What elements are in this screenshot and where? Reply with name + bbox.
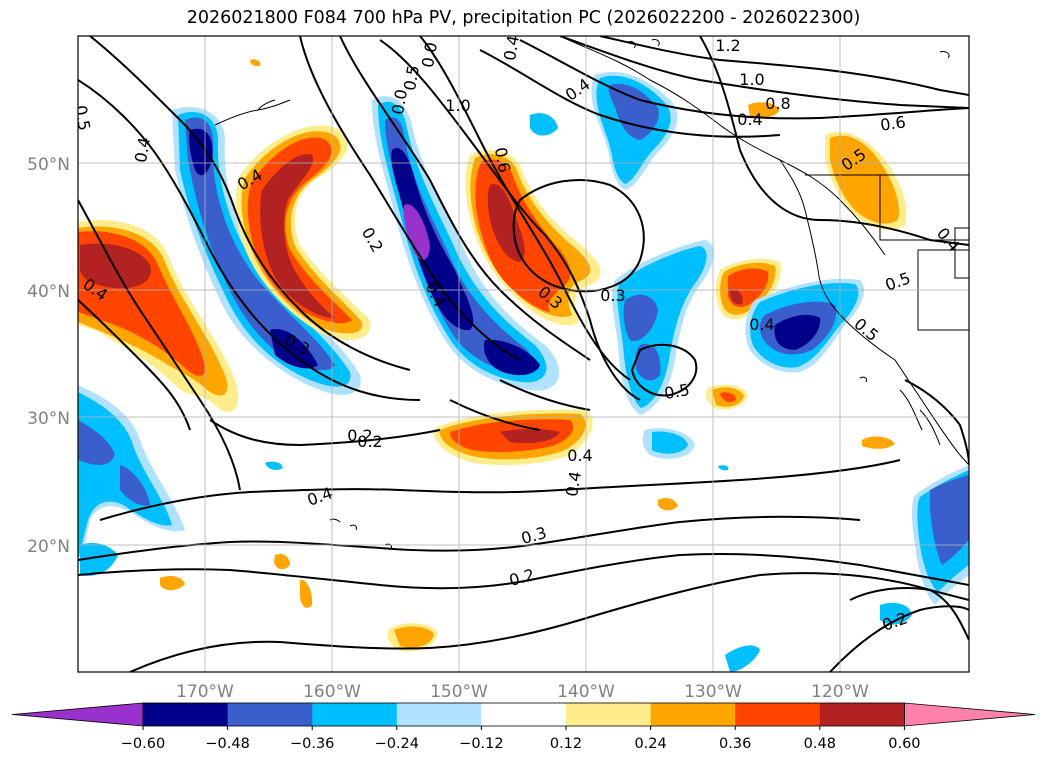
colorbar-tick-label: 0.60 bbox=[888, 736, 920, 752]
lon-label: 170°W bbox=[176, 682, 234, 702]
contour-label: 0.3 bbox=[600, 286, 625, 305]
contour-label: 0.4 bbox=[737, 110, 762, 129]
colorbar-tick-label: −0.36 bbox=[290, 736, 334, 752]
latitude-labels: 50°N 40°N 30°N 20°N bbox=[27, 155, 70, 557]
contour-label: 0.4 bbox=[131, 136, 154, 164]
lon-label: 140°W bbox=[557, 682, 615, 702]
colorbar-extend-max bbox=[904, 702, 1036, 727]
colorbar-tick-label: −0.24 bbox=[375, 736, 419, 752]
colorbar-segment bbox=[481, 703, 567, 726]
contour-label: 0.2 bbox=[347, 426, 372, 445]
contour-label: 0.8 bbox=[765, 94, 790, 113]
lat-label: 30°N bbox=[27, 409, 70, 429]
contour-label: 0.6 bbox=[491, 146, 514, 174]
colorbar-segment bbox=[566, 703, 652, 726]
colorbar-tick-label: 0.36 bbox=[719, 736, 751, 752]
colorbar-segment bbox=[227, 703, 313, 726]
colorbar-tick-label: −0.12 bbox=[459, 736, 503, 752]
contour-label: 1.0 bbox=[739, 70, 764, 89]
contour-label: 0.4 bbox=[500, 34, 523, 62]
contour-label: 0.5 bbox=[71, 104, 94, 132]
colorbar-tick-label: 0.12 bbox=[550, 736, 582, 752]
pv-contours bbox=[78, 36, 969, 672]
colorbar: −0.60 −0.48 −0.36 −0.24 −0.12 0.12 0.24 0.36 0.4… bbox=[11, 702, 1036, 752]
colorbar-segment bbox=[650, 703, 736, 726]
colorbar-extend-min bbox=[11, 702, 144, 727]
colorbar-tick-label: −0.48 bbox=[205, 736, 249, 752]
lat-label: 40°N bbox=[27, 282, 70, 302]
plot-frame bbox=[77, 35, 970, 673]
contour-label: 1.0 bbox=[445, 96, 470, 115]
gridlines bbox=[78, 36, 969, 672]
colorbar-segment bbox=[819, 703, 905, 726]
colorbar-segment bbox=[312, 703, 398, 726]
contour-label: 0.5 bbox=[400, 64, 423, 92]
contour-label: 0.6 bbox=[879, 112, 907, 134]
longitude-labels: 170°W 160°W 150°W 140°W 130°W 120°W bbox=[176, 682, 869, 702]
contour-label: 0.0 bbox=[418, 41, 441, 69]
map-title: 2026021800 F084 700 hPa PV, precipitatio… bbox=[186, 8, 861, 28]
lat-label: 20°N bbox=[27, 537, 70, 557]
lon-label: 130°W bbox=[684, 682, 742, 702]
colorbar-tick-label: −0.60 bbox=[121, 736, 165, 752]
contour-label: 0.4 bbox=[562, 470, 585, 498]
contour-label: 0.4 bbox=[567, 446, 592, 465]
colorbar-tick-label: 0.24 bbox=[634, 736, 666, 752]
lon-label: 150°W bbox=[430, 682, 488, 702]
lon-label: 160°W bbox=[303, 682, 361, 702]
colorbar-frame bbox=[142, 702, 905, 727]
contour-label: 0.0 bbox=[388, 88, 411, 116]
colorbar-tick-label: 0.48 bbox=[804, 736, 836, 752]
colorbar-segment bbox=[735, 703, 821, 726]
contour-label: 0.2 bbox=[357, 432, 382, 451]
coastlines bbox=[214, 36, 969, 550]
contour-label: 0.4 bbox=[749, 315, 774, 334]
precipitation-fill bbox=[78, 59, 969, 672]
lon-label: 120°W bbox=[811, 682, 869, 702]
lat-label: 50°N bbox=[27, 155, 70, 175]
contour-label: 0.5 bbox=[663, 380, 691, 403]
colorbar-segment bbox=[396, 703, 482, 726]
colorbar-segment bbox=[143, 703, 229, 726]
contour-label: 1.2 bbox=[715, 36, 740, 55]
